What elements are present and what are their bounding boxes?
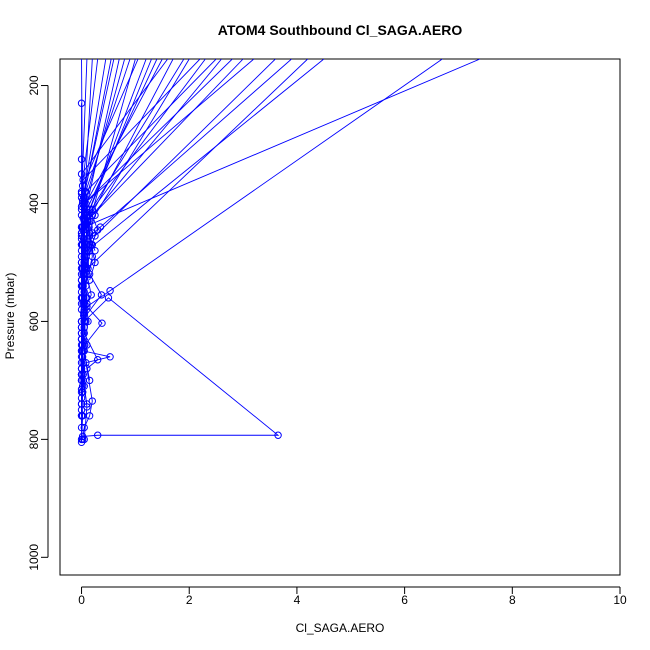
data-point-27-1 — [78, 264, 87, 273]
data-point-5-2 — [77, 155, 86, 163]
y-tick-label-400: 400 — [27, 193, 41, 213]
data-point-22-3 — [84, 264, 92, 273]
data-point-24-1 — [79, 282, 87, 290]
data-point-32-1 — [82, 229, 90, 237]
data-point-20-1 — [85, 376, 94, 385]
data-point-20-3 — [84, 317, 92, 326]
y-tick-label-1000: 1000 — [27, 544, 41, 571]
data-point-24-5 — [81, 187, 89, 196]
x-tick-label-2: 2 — [186, 593, 193, 607]
series-line-21 — [83, 59, 244, 369]
y-tick-label-200: 200 — [27, 75, 41, 95]
data-point-25-3 — [87, 241, 95, 249]
data-point-25-2 — [91, 258, 99, 267]
data-point-28-1 — [83, 241, 91, 249]
data-point-5-1 — [77, 99, 86, 107]
data-point-3-5 — [98, 319, 106, 327]
y-axis-label: Pressure (mbar) — [3, 273, 17, 360]
plot-frame — [59, 58, 621, 576]
data-point-20-2 — [80, 347, 88, 355]
series-line-3 — [82, 59, 443, 440]
data-point-19-2 — [77, 341, 86, 349]
series-line-30 — [89, 59, 292, 251]
data-point-1-2 — [93, 431, 102, 439]
data-point-6-1 — [77, 423, 86, 432]
data-point-3-1 — [80, 435, 88, 444]
data-point-18-3 — [77, 323, 86, 332]
data-point-3-7 — [106, 287, 114, 295]
data-point-1-11 — [80, 423, 88, 432]
data-point-23-1 — [77, 294, 86, 302]
plot-area — [59, 58, 621, 576]
data-point-1-10 — [85, 412, 94, 420]
chart-title: ATOM4 Southbound Cl_SAGA.AERO — [218, 22, 463, 38]
series-markers — [77, 99, 282, 447]
data-point-25-1 — [85, 276, 94, 284]
data-point-4-1 — [77, 435, 86, 444]
data-point-21-3 — [80, 329, 88, 337]
data-point-12-7 — [77, 170, 86, 178]
data-point-7-3 — [83, 341, 91, 349]
series-line-28 — [86, 59, 174, 245]
data-point-34-2 — [82, 199, 90, 208]
series-line-2 — [81, 59, 481, 443]
x-tick-label-4: 4 — [294, 593, 301, 607]
data-point-1-3 — [274, 431, 282, 439]
data-point-30-3 — [96, 223, 105, 231]
data-point-22-1 — [82, 317, 90, 326]
y-tick-label-800: 800 — [27, 429, 41, 449]
data-point-21-1 — [83, 364, 91, 373]
data-point-15-1 — [77, 394, 86, 402]
data-point-34-1 — [79, 214, 87, 222]
data-point-1-7 — [106, 353, 114, 361]
series-line-1 — [82, 297, 280, 440]
data-point-33-2 — [88, 205, 97, 214]
x-tick-label-8: 8 — [509, 593, 516, 607]
data-point-17-3 — [77, 329, 86, 337]
y-axis: 200 400 600 800 1000 — [27, 75, 49, 571]
data-point-21-4 — [83, 300, 91, 308]
x-tick-label-0: 0 — [78, 593, 85, 607]
data-point-20-7 — [91, 211, 99, 219]
data-point-18-1 — [77, 412, 86, 420]
data-point-4-6 — [97, 291, 106, 299]
data-point-30-1 — [91, 246, 99, 255]
series-line-4 — [81, 59, 325, 440]
x-axis: 0 2 4 6 8 10 — [78, 586, 627, 607]
data-point-17-1 — [77, 400, 86, 408]
series-lines — [80, 59, 481, 443]
x-tick-label-10: 10 — [613, 593, 627, 607]
data-point-21-2 — [93, 356, 102, 364]
x-tick-label-6: 6 — [401, 593, 408, 607]
data-point-18-2 — [77, 370, 86, 379]
x-axis-label: Cl_SAGA.AERO — [296, 621, 385, 635]
data-point-1-4 — [104, 294, 113, 302]
data-point-7-1 — [83, 400, 91, 408]
y-tick-label-600: 600 — [27, 311, 41, 331]
data-point-19-1 — [78, 382, 87, 390]
data-point-26-1 — [80, 252, 88, 261]
